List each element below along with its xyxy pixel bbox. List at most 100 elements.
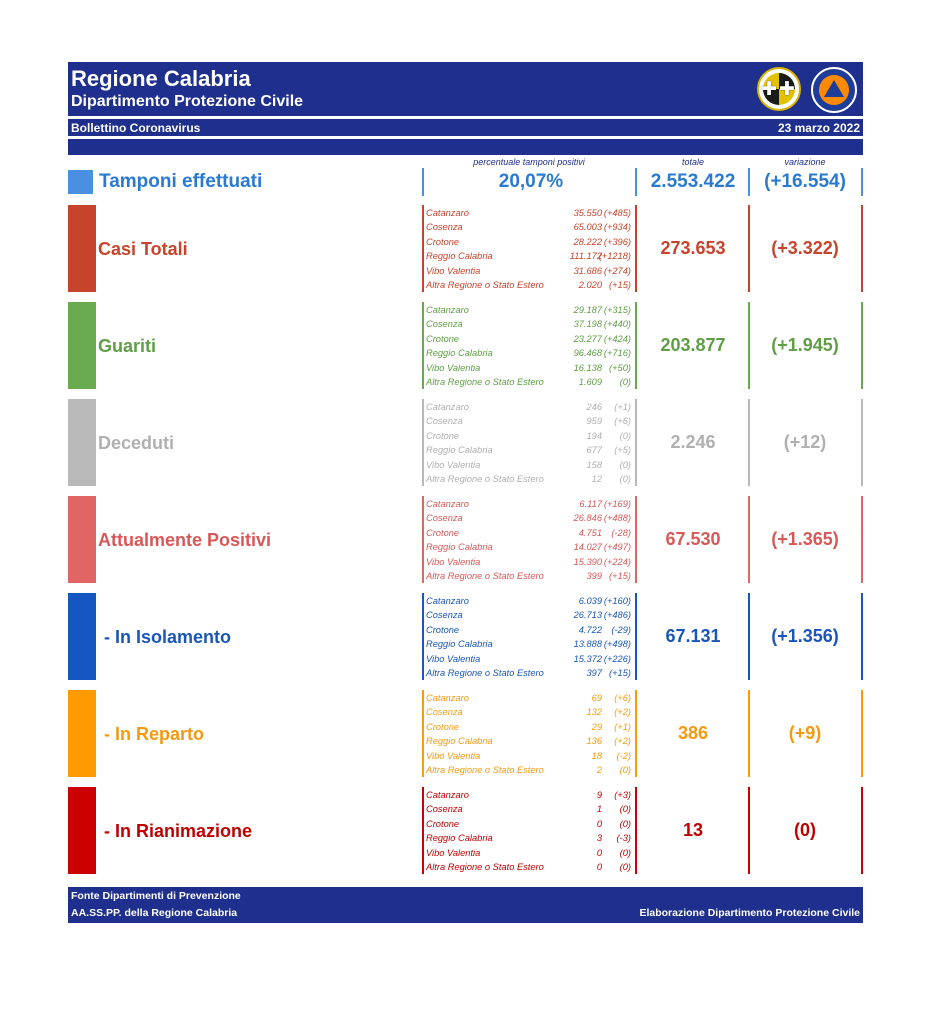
province-name: Reggio Calabria (426, 348, 493, 359)
province-breakdown: Catanzaro 9 (+3) Cosenza 1 (0) Crotone 0 (0) Regg… (426, 789, 634, 875)
bulletin-sheet: Regione Calabria Dipartimento Protezione… (68, 62, 863, 923)
list-item: Altra Regione o Stato Estero 12 (0) (426, 473, 634, 487)
section-label: Casi Totali (98, 239, 188, 259)
divider (861, 205, 863, 292)
province-delta: (+274) (603, 265, 631, 276)
province-name: Catanzaro (426, 499, 469, 509)
bulletin-title: Bollettino Coronavirus (71, 121, 201, 135)
section-variation: (+9) (788, 723, 822, 743)
divider (748, 787, 750, 874)
divider (635, 496, 637, 583)
list-item: Crotone 29 (+1) (426, 721, 634, 735)
section-label: - In Rianimazione (104, 821, 253, 841)
divider (861, 302, 863, 389)
list-item: Catanzaro 246 (+1) (426, 401, 634, 415)
section-variation: (+1.356) (771, 626, 839, 646)
divider (635, 205, 637, 292)
province-delta: (+15) (609, 279, 631, 290)
province-name: Vibo Valentia (426, 459, 481, 470)
divider (635, 787, 637, 874)
province-value: 399 (586, 570, 602, 581)
province-breakdown: Catanzaro 69 (+6) Cosenza 132 (+2) Crotone 29 (+… (426, 692, 634, 778)
province-delta: (+396) (603, 236, 631, 247)
tamponi-color-square (68, 170, 93, 194)
section-reparto: - In Reparto Catanzaro 69 (+6) Cosenza 132 (+2… (68, 690, 863, 777)
province-name: Cosenza (426, 804, 463, 815)
province-value: 69 (591, 693, 602, 703)
province-delta: (+169) (603, 499, 631, 509)
section-color-square (68, 690, 96, 777)
list-item: Cosenza 132 (+2) (426, 706, 634, 720)
province-value: 0 (596, 818, 602, 829)
section-deceduti: Deceduti Catanzaro 246 (+1) Cosenza 959 (+6) Cr… (68, 399, 863, 486)
section-color-square (68, 302, 96, 389)
province-value: 136 (586, 736, 602, 747)
footer-elaboration: Elaborazione Dipartimento Protezione Civ… (639, 907, 860, 919)
province-name: Altra Regione o Stato Estero (426, 667, 544, 678)
department-subtitle: Dipartimento Protezione Civile (71, 93, 304, 110)
tamponi-total: 2.553.422 (650, 171, 736, 192)
province-delta: (+1218) (598, 251, 631, 262)
divider (635, 690, 637, 777)
province-delta: (+315) (603, 305, 631, 315)
divider (748, 168, 750, 196)
divider (748, 690, 750, 777)
list-item: Cosenza 959 (+6) (426, 415, 634, 429)
province-name: Reggio Calabria (426, 833, 493, 844)
province-name: Cosenza (426, 707, 463, 718)
section-guariti: Guariti Catanzaro 29.187 (+315) Cosenza 37.19… (68, 302, 863, 389)
province-value: 12 (591, 473, 602, 484)
province-value: 96.468 (573, 348, 602, 359)
list-item: Catanzaro 29.187 (+315) (426, 304, 634, 318)
province-value: 16.138 (573, 362, 602, 373)
divider (635, 399, 637, 486)
list-item: Vibo Valentia 18 (-2) (426, 750, 634, 764)
province-name: Vibo Valentia (426, 653, 481, 664)
province-name: Cosenza (426, 513, 463, 524)
province-name: Altra Regione o Stato Estero (426, 473, 544, 484)
province-delta: (+486) (603, 610, 631, 621)
list-item: Catanzaro 69 (+6) (426, 692, 634, 706)
list-item: Crotone 23.277 (+424) (426, 333, 634, 347)
province-value: 959 (586, 416, 602, 427)
section-label: Guariti (98, 336, 157, 356)
section-total: 67.131 (665, 626, 721, 646)
list-item: Reggio Calabria 677 (+5) (426, 444, 634, 458)
province-name: Reggio Calabria (426, 251, 493, 262)
divider (748, 593, 750, 680)
divider (422, 690, 424, 777)
list-item: Vibo Valentia 31.686 (+274) (426, 265, 634, 279)
section-color-square (68, 205, 96, 292)
province-delta: (+15) (609, 667, 631, 678)
province-value: 6.039 (578, 596, 602, 606)
province-name: Crotone (426, 818, 460, 829)
section-casi: Casi Totali Catanzaro 35.550 (+485) Cosenza 6… (68, 205, 863, 292)
section-rianimazione: - In Rianimazione Catanzaro 9 (+3) Cosenza 1 (… (68, 787, 863, 874)
province-delta: (+488) (603, 513, 631, 524)
province-delta: (0) (619, 764, 631, 775)
spacer-bar (68, 139, 863, 155)
divider (635, 168, 637, 196)
section-total: 273.653 (660, 238, 726, 258)
province-name: Crotone (426, 333, 460, 344)
province-delta: (+497) (603, 542, 631, 553)
province-value: 18 (591, 750, 602, 761)
province-delta: (-3) (616, 833, 631, 844)
divider (861, 593, 863, 680)
section-total: 203.877 (660, 335, 726, 355)
list-item: Altra Regione o Stato Estero 397 (+15) (426, 667, 634, 681)
province-value: 2.020 (578, 279, 602, 290)
province-value: 3 (596, 833, 602, 844)
province-name: Reggio Calabria (426, 542, 493, 553)
province-name: Catanzaro (426, 790, 469, 800)
province-name: Catanzaro (426, 208, 469, 218)
percent-column-label: percentuale tamponi positivi (473, 157, 585, 167)
section-variation: (+1.365) (771, 529, 839, 549)
province-delta: (-28) (611, 527, 631, 538)
list-item: Cosenza 26.713 (+486) (426, 609, 634, 623)
tamponi-label: Tamponi effettuati (99, 171, 263, 192)
list-item: Reggio Calabria 3 (-3) (426, 832, 634, 846)
list-item: Vibo Valentia 16.138 (+50) (426, 362, 634, 376)
province-name: Catanzaro (426, 305, 469, 315)
divider (422, 205, 424, 292)
